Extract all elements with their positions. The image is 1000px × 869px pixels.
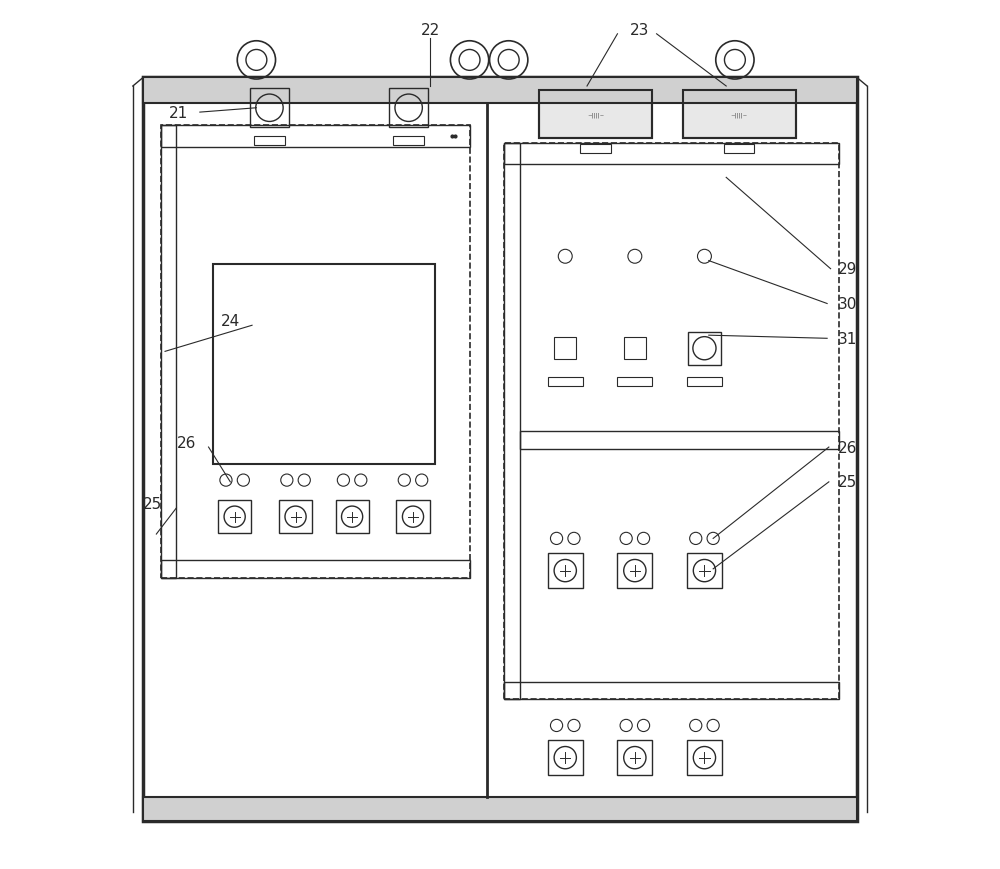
- Bar: [213, 265, 435, 465]
- Bar: [520, 432, 839, 449]
- Bar: [580, 145, 611, 154]
- Text: 26: 26: [177, 435, 196, 451]
- Text: 25: 25: [838, 474, 858, 490]
- Bar: [161, 561, 470, 578]
- Bar: [554, 338, 576, 360]
- Text: ~||||~: ~||||~: [587, 112, 604, 118]
- Bar: [254, 137, 285, 146]
- Bar: [161, 126, 470, 148]
- Bar: [688, 332, 721, 365]
- Bar: [548, 554, 583, 588]
- Bar: [143, 78, 857, 104]
- Text: 21: 21: [168, 105, 188, 121]
- Text: 25: 25: [142, 496, 162, 512]
- Text: 29: 29: [838, 262, 858, 277]
- Bar: [504, 143, 839, 700]
- Bar: [250, 89, 289, 128]
- Bar: [548, 740, 583, 775]
- Bar: [617, 740, 652, 775]
- Bar: [389, 89, 428, 128]
- Bar: [161, 126, 176, 578]
- Text: 31: 31: [838, 331, 858, 347]
- Bar: [687, 377, 722, 386]
- Bar: [504, 143, 839, 165]
- Bar: [143, 797, 857, 821]
- Text: 23: 23: [630, 23, 649, 38]
- Bar: [279, 501, 312, 534]
- Bar: [624, 338, 646, 360]
- Bar: [336, 501, 369, 534]
- Bar: [393, 137, 424, 146]
- Text: 24: 24: [221, 314, 240, 329]
- Bar: [617, 554, 652, 588]
- Text: ~||||~: ~||||~: [731, 112, 748, 118]
- Text: 26: 26: [838, 440, 858, 455]
- Bar: [683, 91, 796, 139]
- Bar: [548, 377, 583, 386]
- Bar: [218, 501, 251, 534]
- Bar: [539, 91, 652, 139]
- Bar: [683, 91, 796, 139]
- Bar: [504, 143, 520, 700]
- Text: 22: 22: [421, 23, 440, 38]
- Bar: [724, 145, 754, 154]
- Bar: [617, 377, 652, 386]
- Bar: [161, 126, 470, 578]
- Bar: [143, 78, 857, 821]
- Bar: [539, 91, 652, 139]
- Bar: [687, 740, 722, 775]
- Bar: [504, 682, 839, 700]
- Bar: [687, 554, 722, 588]
- Bar: [396, 501, 430, 534]
- Text: 30: 30: [838, 296, 858, 312]
